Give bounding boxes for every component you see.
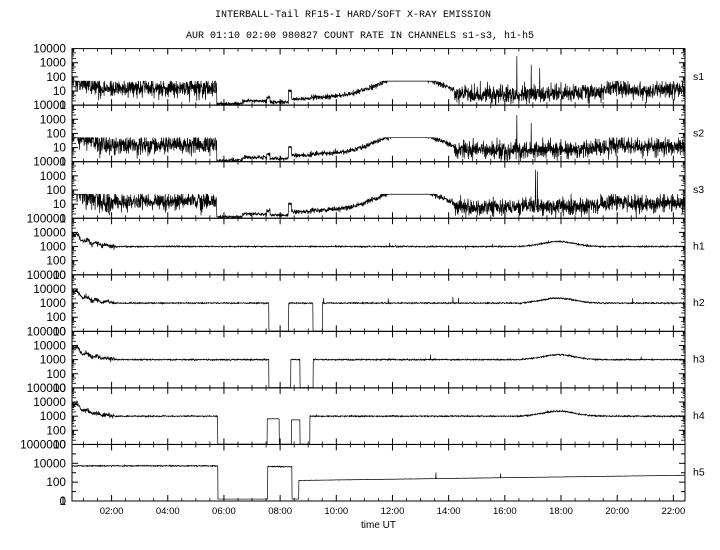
svg-text:10000: 10000 bbox=[33, 225, 66, 239]
svg-text:10000: 10000 bbox=[33, 282, 66, 296]
svg-text:h1: h1 bbox=[693, 241, 705, 253]
svg-text:10000: 10000 bbox=[33, 395, 66, 409]
svg-text:100000: 100000 bbox=[27, 324, 67, 338]
svg-text:100: 100 bbox=[46, 126, 66, 140]
svg-text:1000: 1000 bbox=[40, 169, 67, 183]
svg-text:06:00: 06:00 bbox=[212, 506, 236, 517]
svg-text:h3: h3 bbox=[693, 354, 705, 366]
svg-text:0: 0 bbox=[59, 494, 66, 508]
svg-text:h2: h2 bbox=[693, 297, 705, 309]
svg-text:100000: 100000 bbox=[27, 211, 67, 225]
svg-text:INTERBALL-Tail RF15-I HARD/SOF: INTERBALL-Tail RF15-I HARD/SOFT X-RAY EM… bbox=[215, 9, 491, 21]
svg-text:h5: h5 bbox=[693, 467, 705, 479]
svg-text:20:00: 20:00 bbox=[605, 506, 629, 517]
svg-text:16:00: 16:00 bbox=[493, 506, 517, 517]
svg-text:10000: 10000 bbox=[33, 42, 66, 56]
svg-text:s1: s1 bbox=[693, 71, 704, 83]
svg-text:10:00: 10:00 bbox=[324, 506, 348, 517]
svg-text:08:00: 08:00 bbox=[268, 506, 292, 517]
svg-text:100: 100 bbox=[46, 423, 66, 437]
svg-text:12:00: 12:00 bbox=[381, 506, 405, 517]
svg-text:1000: 1000 bbox=[40, 353, 67, 367]
svg-text:10: 10 bbox=[53, 84, 67, 98]
svg-text:04:00: 04:00 bbox=[156, 506, 180, 517]
svg-text:1000: 1000 bbox=[40, 56, 67, 70]
svg-text:1000: 1000 bbox=[40, 112, 67, 126]
svg-text:s2: s2 bbox=[693, 127, 704, 139]
svg-text:10: 10 bbox=[53, 141, 67, 155]
svg-text:h4: h4 bbox=[693, 410, 705, 422]
svg-text:100000: 100000 bbox=[27, 268, 67, 282]
svg-text:18:00: 18:00 bbox=[549, 506, 573, 517]
svg-text:100: 100 bbox=[46, 475, 66, 489]
svg-text:14:00: 14:00 bbox=[437, 506, 461, 517]
svg-text:1000: 1000 bbox=[40, 296, 67, 310]
svg-text:22:00: 22:00 bbox=[661, 506, 685, 517]
svg-text:time UT: time UT bbox=[361, 520, 396, 531]
svg-text:s3: s3 bbox=[693, 184, 704, 196]
svg-text:10000: 10000 bbox=[33, 155, 66, 169]
svg-text:10000: 10000 bbox=[33, 98, 66, 112]
svg-text:100: 100 bbox=[46, 367, 66, 381]
svg-text:10: 10 bbox=[53, 197, 67, 211]
svg-text:100: 100 bbox=[46, 183, 66, 197]
svg-text:100: 100 bbox=[46, 70, 66, 84]
svg-text:100: 100 bbox=[46, 310, 66, 324]
svg-text:100000: 100000 bbox=[27, 381, 67, 395]
svg-text:1000: 1000 bbox=[40, 409, 67, 423]
svg-text:02:00: 02:00 bbox=[100, 506, 124, 517]
svg-text:100: 100 bbox=[46, 254, 66, 268]
svg-text:AUR 01:10 02:00 980827 COUNT: AUR 01:10 02:00 980827 COUNT RATE IN CHA… bbox=[186, 30, 534, 42]
svg-text:1000: 1000 bbox=[40, 240, 67, 254]
svg-text:10000: 10000 bbox=[33, 456, 66, 470]
svg-text:1000000: 1000000 bbox=[20, 437, 66, 451]
svg-text:10000: 10000 bbox=[33, 338, 66, 352]
